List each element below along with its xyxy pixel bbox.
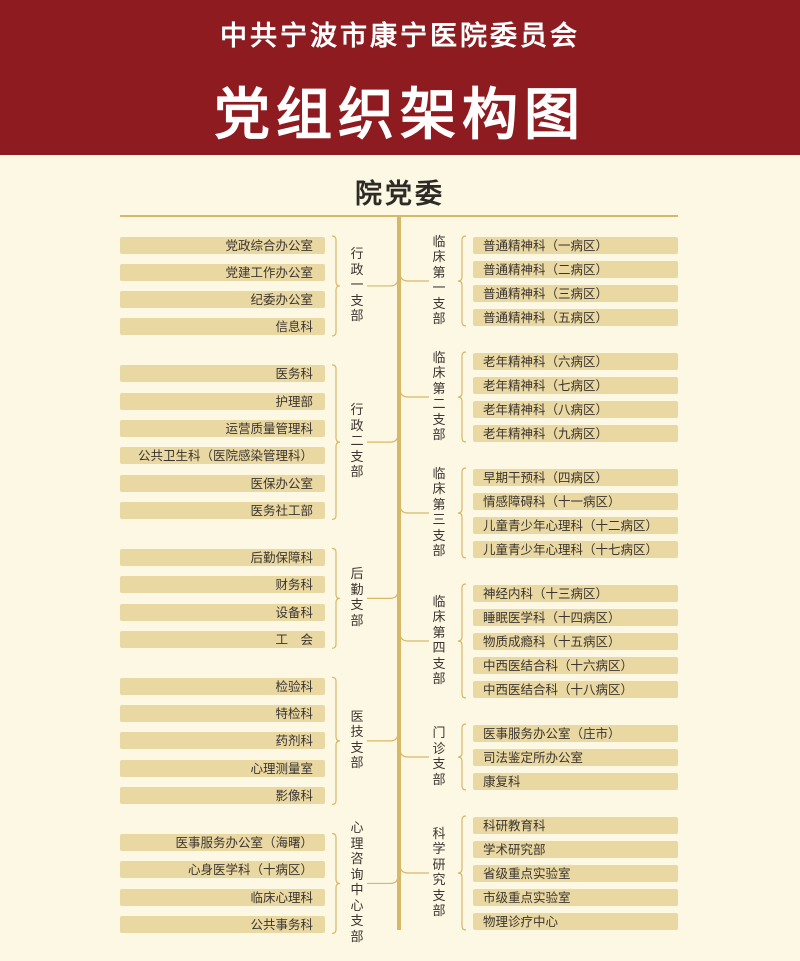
department-box: 纪委办公室 [120,291,325,309]
department-box: 医事服务办公室（海曙） [120,834,325,851]
department-box: 心身医学科（十病区） [120,861,325,879]
department-box: 老年精神科（九病区） [473,424,678,442]
branch-bracket [331,364,341,520]
department-box: 老年精神科（八病区） [473,400,678,418]
branch-connector [367,875,399,885]
branch-connector [399,632,429,642]
root-node: 院党委 [355,179,445,210]
department-box: 物质成瘾科（十五病区） [473,632,678,650]
branch-label: 后勤支部 [350,567,364,629]
department-box: 情感障碍科（十一病区） [473,492,678,510]
branch-connector [399,388,429,398]
branch-bracket [457,723,467,791]
branch-label: 临床第二支部 [432,350,446,444]
department-box: 普通精神科（三病区） [473,284,678,302]
branch-label: 门诊支部 [432,726,446,788]
branch-bracket [457,583,467,699]
department-box: 党政综合办公室 [120,236,325,254]
department-box: 物理诊疗中心 [473,912,678,930]
department-box: 市级重点实验室 [473,888,678,906]
branch-bracket [457,235,467,327]
department-box: 中西医结合科（十六病区） [473,656,678,674]
department-box: 睡眠医学科（十四病区） [473,608,678,626]
department-box: 普通精神科（二病区） [473,260,678,278]
department-box: 护理部 [120,392,325,410]
branch-label: 科学研究支部 [432,826,446,920]
header-banner: 中共宁波市康宁医院委员会 党组织架构图 [0,0,800,155]
department-box: 儿童青少年心理科（十七病区） [473,540,678,558]
organization-name: 中共宁波市康宁医院委员会 [220,21,580,52]
branch-bracket [331,676,341,806]
branch-bracket [457,815,467,931]
branch-label: 临床第一支部 [432,234,446,328]
department-box: 医务科 [120,365,325,383]
department-box: 信息科 [120,318,325,336]
department-box: 后勤保障科 [120,548,325,566]
department-box: 老年精神科（六病区） [473,352,678,370]
branch-connector [399,272,429,282]
department-box: 临床心理科 [120,888,325,906]
branch-bracket [331,547,341,649]
department-box: 中西医结合科（十八病区） [473,680,678,698]
department-box: 医保办公室 [120,474,325,492]
branch-label: 心理咨询中心支部 [350,821,364,945]
department-box: 党建工作办公室 [120,263,325,281]
department-box: 医事服务办公室（庄市） [473,724,678,742]
department-box: 普通精神科（五病区） [473,308,678,326]
department-box: 工 会 [120,630,325,648]
branch-bracket [331,235,341,337]
department-box: 普通精神科（一病区） [473,236,678,254]
department-box: 设备科 [120,603,325,621]
department-box: 特检科 [120,705,325,723]
department-box: 康复科 [473,772,678,790]
department-box: 早期干预科（四病区） [473,468,678,486]
branch-connector [399,504,429,514]
department-box: 影像科 [120,787,325,804]
branch-connector [367,732,399,742]
department-box: 医务社工部 [120,501,325,519]
branch-connector [367,277,399,287]
department-box: 老年精神科（七病区） [473,376,678,394]
department-box: 神经内科（十三病区） [473,584,678,602]
branch-bracket [331,832,341,934]
branch-label: 行政二支部 [350,403,364,481]
department-box: 科研教育科 [473,816,678,834]
page-title: 党组织架构图 [214,82,586,148]
branch-connector [367,434,399,443]
branch-connector [399,864,429,874]
branch-label: 行政一支部 [350,247,364,325]
department-box: 运营质量管理科 [120,420,325,437]
department-box: 药剂科 [120,732,325,750]
department-box: 省级重点实验室 [473,864,678,882]
branch-bracket [457,467,467,559]
branch-connector [367,590,399,599]
department-box: 学术研究部 [473,840,678,858]
branch-label: 临床第三支部 [432,466,446,560]
branch-label: 临床第四支部 [432,594,446,688]
department-box: 心理测量室 [120,759,325,777]
department-box: 司法鉴定所办公室 [473,748,678,766]
department-box: 公共卫生科（医院感染管理科） [120,447,325,465]
branch-label: 医技支部 [350,709,364,772]
branch-connector [399,748,429,758]
department-box: 儿童青少年心理科（十二病区） [473,516,678,534]
branch-bracket [457,351,467,443]
department-box: 公共事务科 [120,915,325,933]
department-box: 财务科 [120,576,325,594]
department-box: 检验科 [120,677,325,695]
